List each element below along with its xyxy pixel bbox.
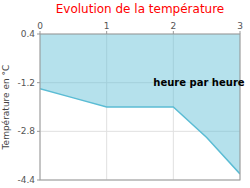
- y-tick: [37, 131, 40, 132]
- y-tick: [37, 82, 40, 83]
- area: [40, 34, 240, 174]
- x-tick-label: 3: [237, 21, 243, 31]
- y-tick-label: -1.2: [17, 78, 35, 88]
- x-tick-label: 1: [104, 21, 110, 31]
- y-tick-label: -2.8: [17, 126, 35, 136]
- chart-container: 0 1 2 3 0.4 -1.2 -2.8 -4.4 Température en °C Evol…: [0, 0, 250, 188]
- line: [40, 89, 240, 174]
- chart-title: Evolution de la température: [56, 2, 225, 16]
- plot-frame: [40, 34, 240, 180]
- y-tick: [37, 34, 40, 35]
- chart-svg: 0 1 2 3 0.4 -1.2 -2.8 -4.4 Température en °C Evol…: [0, 0, 250, 188]
- y-tick-label: 0.4: [21, 29, 36, 39]
- grid: [40, 34, 240, 180]
- x-axis: 0 1 2 3: [37, 21, 243, 34]
- y-tick-label: -4.4: [17, 175, 35, 185]
- x-tick: [173, 31, 174, 34]
- y-tick: [37, 180, 40, 181]
- data-group: [40, 34, 240, 174]
- plot-background: [40, 34, 240, 180]
- x-tick: [106, 31, 107, 34]
- y-axis-label: Température en °C: [1, 65, 11, 151]
- y-axis: 0.4 -1.2 -2.8 -4.4: [17, 29, 40, 185]
- x-tick-label: 2: [170, 21, 176, 31]
- x-tick: [240, 31, 241, 34]
- x-tick-label: 0: [37, 21, 43, 31]
- annotation: heure par heure: [153, 77, 244, 88]
